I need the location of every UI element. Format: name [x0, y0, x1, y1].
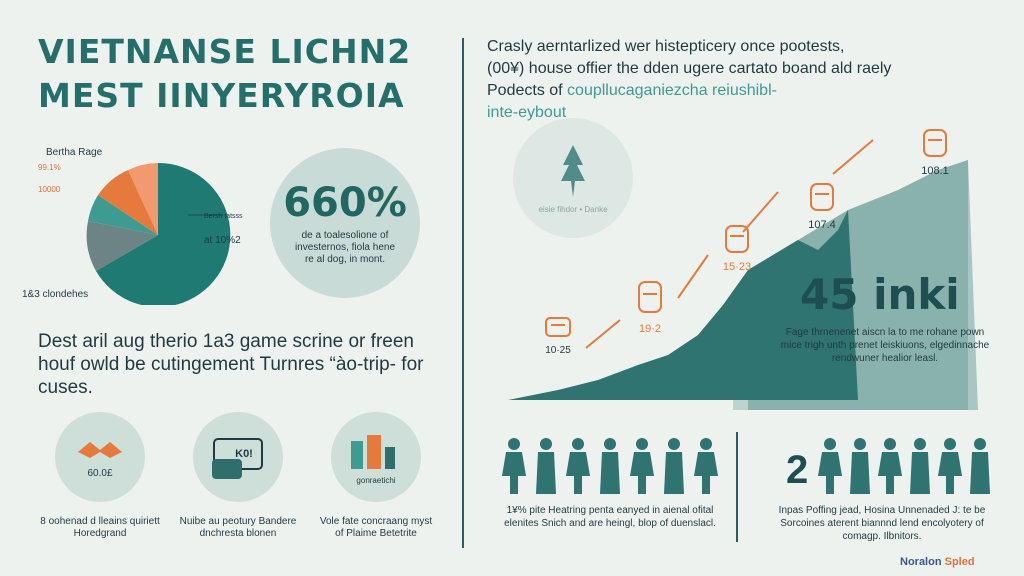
people-row-left	[500, 436, 730, 501]
pie-label-right-2: at 10%2	[204, 235, 241, 246]
chart-area-teal	[723, 160, 968, 410]
pie-chart: Bertha Rage 99.1% 10000 Bersh tatsss at …	[22, 145, 288, 307]
pie-slice-orange	[98, 170, 158, 235]
chart-point-5-label: 108.1	[921, 165, 949, 177]
intro-line-3-accent: coupllucaganiezcha reiushibl-	[567, 82, 777, 99]
intro-text: Crasly aerntarlized wer histepticery onc…	[487, 36, 977, 124]
icon-card-2: K0! Nuibe au peotury Bandere dnchresta b…	[178, 412, 298, 540]
pie-label-right-1: Bersh tatsss	[204, 213, 243, 220]
pie-label-top: Bertha Rage	[46, 147, 103, 158]
title-line-1: VIETNANSE LICHN2	[38, 32, 412, 71]
page-title: VIETNANSE LICHN2 MEST IINYERYROIA	[38, 30, 438, 118]
logo-text-2: Spled	[944, 556, 975, 568]
wallet-icon: K0!	[212, 438, 263, 479]
title-line-2: MEST IINYERYROIA	[38, 76, 405, 115]
intro-line-4: inte-eybout	[487, 104, 567, 121]
people-right-number: 2	[786, 448, 809, 492]
pie-slice-grey	[86, 221, 158, 271]
emblem-label: eisie fihdor • Danke	[538, 205, 608, 214]
stat-description: de a toalesolione of investernos, fiola …	[294, 230, 396, 265]
chart-point-1-label: 10·25	[545, 345, 571, 356]
calculator-icon	[810, 183, 834, 211]
chart-point-3: 15·23	[712, 222, 762, 273]
big-stat-value: 45 inki	[800, 270, 960, 319]
pie-label-orange-1: 99.1%	[38, 163, 61, 172]
icon-card-2-text: K0!	[235, 448, 253, 460]
people-left-caption: 1¥% pite Heatring penta eanyed in aienal…	[504, 505, 716, 529]
icon-card-3: gonraetichi Vole fate concraang myst of …	[316, 412, 436, 540]
people-icons	[502, 438, 718, 494]
intro-line-3-prefix: Podects of	[487, 82, 568, 99]
stat-value: 660%	[283, 180, 407, 226]
icon-card-1-caption: 8 oohenad d lleains quiriett Horedgrand	[40, 516, 160, 539]
brand-logo: Noralon Spled	[900, 556, 975, 568]
calculator-icon	[725, 225, 749, 253]
chart-arrows	[585, 139, 874, 349]
pie-label-bottom: 1&3 clondehes	[22, 289, 89, 300]
intro-line-2: (00¥) house offier the dden ugere cartat…	[487, 60, 892, 77]
icon-card-3-caption: Vole fate concraang myst of Plaime Betet…	[319, 516, 433, 539]
calculator-icon	[923, 129, 947, 157]
icon-card-3-text: gonraetichi	[356, 476, 395, 485]
people-right-caption: Inpas Poffing jead, Hosina Unnenaded J: …	[778, 505, 986, 542]
growth-chart-svg	[508, 139, 978, 410]
big-stat-description: Fage thrnenenet aiscn la to me rohane po…	[780, 327, 990, 364]
chart-point-4: 107.4	[797, 180, 847, 231]
icon-card-1: 60.0£ 8 oohenad d lleains quiriett Hored…	[40, 412, 160, 540]
chart-point-5: 108.1	[910, 126, 960, 177]
growth-chart	[478, 110, 1018, 410]
finance-tools-icon: gonraetichi	[351, 435, 396, 485]
chart-area-dark	[508, 210, 858, 400]
calculator-icon	[638, 281, 662, 313]
emblem: eisie fihdor • Danke	[513, 118, 633, 238]
calculator-icon	[545, 317, 571, 337]
people-icons	[818, 438, 990, 494]
icon-card-1-text: 60.0£	[87, 468, 112, 479]
section-heading: Dest aril aug therio 1a3 game scrine or …	[38, 331, 424, 398]
chart-point-4-label: 107.4	[808, 219, 836, 231]
pie-slice-main	[96, 162, 231, 307]
chart-point-2-label: 19·2	[638, 323, 662, 335]
chart-point-1: 10·25	[533, 312, 583, 356]
tree-icon	[561, 145, 585, 197]
chart-point-2: 19·2	[625, 278, 675, 335]
pie-svg	[86, 162, 231, 307]
handshake-icon: 60.0£	[78, 442, 122, 479]
logo-text-1: Noralon	[900, 556, 945, 568]
intro-line-1: Crasly aerntarlized wer histepticery onc…	[487, 38, 845, 55]
icon-card-2-caption: Nuibe au peotury Bandere dnchresta blone…	[179, 516, 297, 539]
pie-slice-teal	[88, 195, 158, 235]
chart-point-3-label: 15·23	[722, 261, 752, 273]
stat-circle: 660% de a toalesolione of investernos, f…	[270, 148, 420, 298]
pie-slice-peach	[128, 163, 158, 235]
column-divider	[462, 38, 464, 548]
people-row-right	[816, 436, 996, 501]
people-divider	[736, 432, 738, 542]
pie-label-orange-2: 10000	[38, 185, 61, 194]
